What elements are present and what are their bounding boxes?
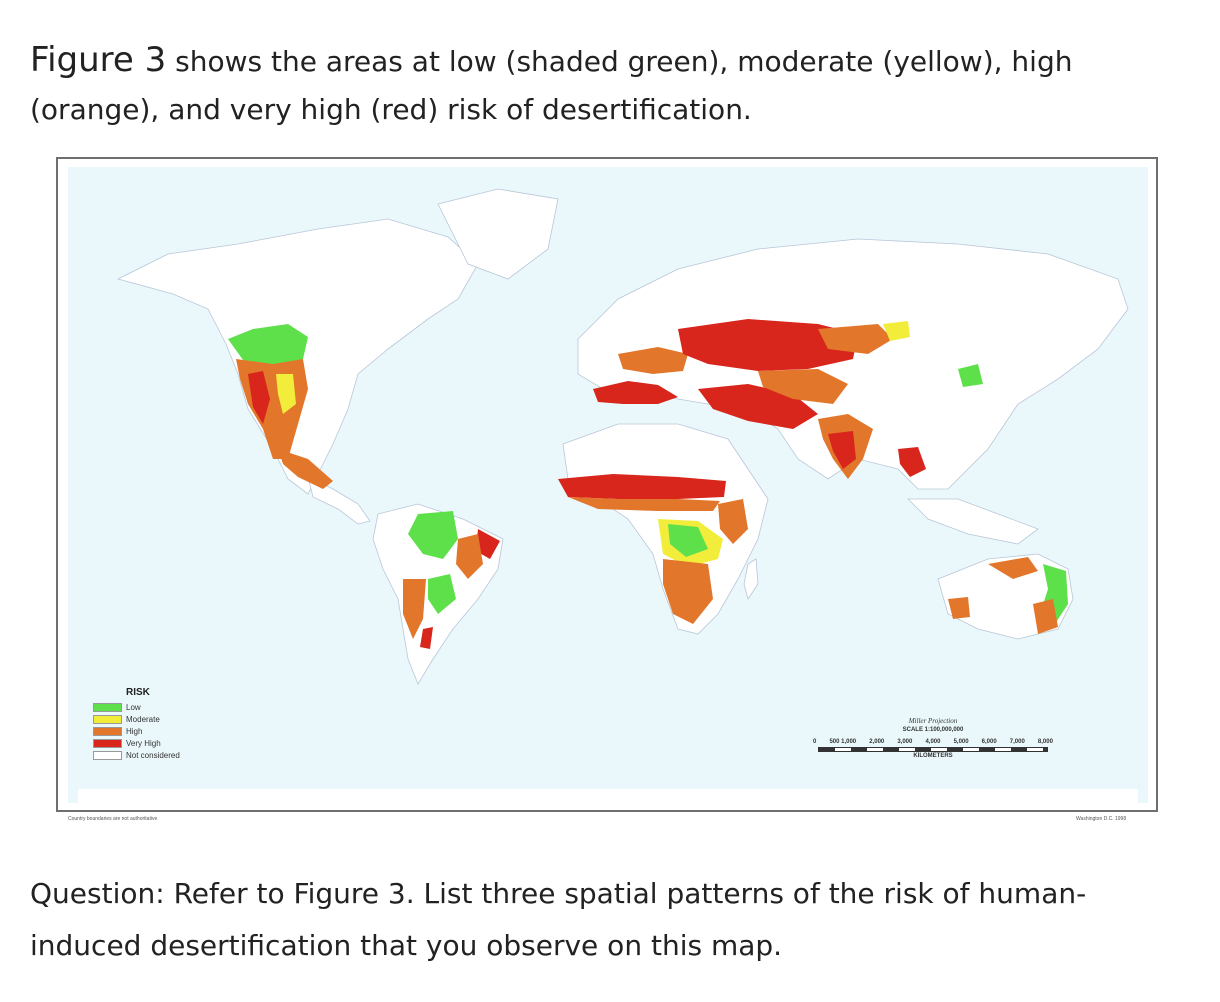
legend-title: RISK (126, 687, 150, 698)
risk-zone-central-asia-veryhigh (678, 319, 858, 371)
legend-swatch (93, 714, 122, 724)
risk-zone-aus-sw (948, 597, 970, 619)
scale-tick-label: 3,000 (897, 739, 913, 745)
legend-item: Not considered (93, 749, 180, 761)
legend-item: Very High (93, 737, 161, 749)
scale-tick-label: 5,000 (953, 739, 969, 745)
scale-tick-label: 6,000 (981, 739, 997, 745)
risk-zone-na-moderate (276, 374, 296, 414)
legend-label: Moderate (126, 714, 160, 724)
antarctica (78, 789, 1138, 803)
legend-item: Moderate (93, 713, 160, 725)
map-scale: Miller Projection SCALE 1:100,000,000 0 5… (813, 717, 1053, 759)
legend-item: High (93, 725, 142, 737)
scale-ratio: SCALE 1:100,000,000 (902, 727, 964, 733)
risk-zone-sa-south-high (403, 579, 426, 639)
risk-zone-e-africa-high (718, 499, 748, 544)
risk-zone-mediterranean (593, 381, 678, 404)
risk-zone-india-veryhigh (828, 431, 856, 469)
scale-ticks: 0 500 1,000 2,000 3,000 4,000 5,000 6,000 7,000… (813, 739, 1053, 745)
risk-zone-aus-high (988, 557, 1038, 579)
scale-unit: KILOMETERS (913, 753, 953, 759)
risk-zone-s-africa-low (668, 524, 708, 557)
risk-zone-sa-low (408, 511, 458, 559)
legend-label: Low (126, 702, 141, 712)
risk-zone-mongolia (818, 324, 893, 354)
scale-tick-label: 2,000 (869, 739, 885, 745)
legend-swatch (93, 726, 122, 736)
risk-zone-na-veryhigh (248, 371, 270, 424)
legend-label: High (126, 726, 143, 736)
eurasia (577, 238, 1129, 490)
legend-label: Not considered (126, 750, 180, 760)
intro-text: Figure 3 shows the areas at low (shaded … (30, 36, 1190, 134)
question-text: Question: Refer to Figure 3. List three … (30, 877, 1087, 962)
scale-tick-label: 0 (813, 739, 817, 745)
risk-zone-sahel-veryhigh (558, 474, 726, 499)
scale-tick-label: 7,000 (1009, 739, 1025, 745)
risk-zone-aus-east-high (1033, 599, 1058, 634)
risk-zone-sa-low-2 (428, 574, 456, 614)
legend-swatch (93, 738, 122, 748)
footer-washington-note: Washington D.C. 1998 (1076, 816, 1127, 822)
legend-swatch (93, 702, 122, 712)
central-america (307, 476, 371, 525)
greenland (437, 188, 559, 280)
risk-zone-e-asia-low (958, 364, 983, 387)
risk-zone-mexico (278, 449, 333, 489)
projection-label: Miller Projection (908, 717, 958, 725)
footer-boundaries-note: Country boundaries are not authoritative (68, 816, 158, 822)
southeast-asia (907, 498, 1039, 545)
risk-zone-sa-ne-veryhigh (476, 529, 500, 559)
risk-zone-sahel-high (568, 497, 720, 511)
world-desertification-map (68, 167, 1148, 803)
risk-zones (228, 319, 1068, 649)
risk-zone-europe-high (618, 347, 688, 374)
risk-zone-china-moderate (883, 321, 910, 341)
risk-zone-se-asia (898, 447, 926, 477)
risk-zone-na-low (228, 324, 308, 369)
madagascar (743, 558, 759, 600)
scale-bar (818, 747, 1048, 752)
risk-zone-sa-ne-high (456, 534, 483, 579)
intro-description: shows the areas at low (shaded green), m… (30, 45, 1073, 126)
scale-tick-label: 500 1,000 (829, 739, 857, 745)
figure-reference: Figure 3 (30, 40, 167, 80)
desertification-map-frame: RISK Low Moderate High Very High Not conside… (56, 157, 1158, 822)
risk-zone-central-asia-high (758, 369, 848, 404)
risk-zone-s-africa-high (663, 559, 713, 624)
legend-label: Very High (126, 738, 161, 748)
risk-zone-sa-south-veryhigh (420, 627, 433, 649)
legend-swatch (93, 750, 122, 760)
scale-tick-label: 4,000 (925, 739, 941, 745)
scale-tick-label: 8,000 (1037, 739, 1053, 745)
legend-item: Low (93, 701, 141, 713)
